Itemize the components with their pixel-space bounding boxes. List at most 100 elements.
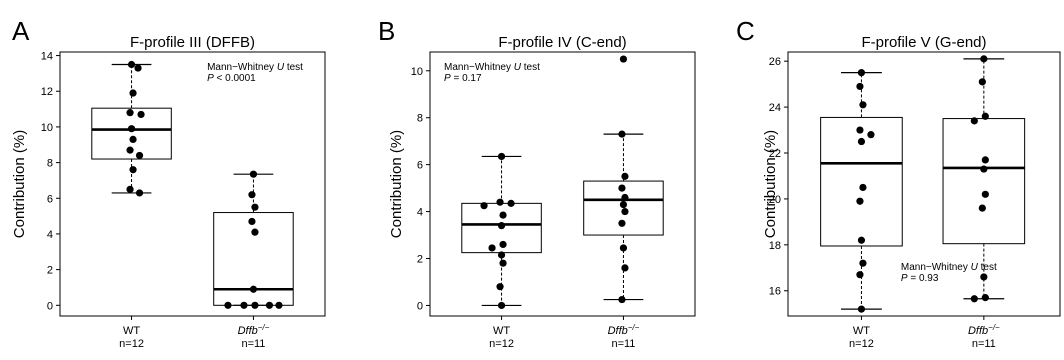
data-point — [251, 228, 259, 236]
data-point — [857, 236, 866, 244]
data-point — [980, 273, 988, 281]
data-point — [126, 185, 134, 193]
y-axis-label: Contribution (%) — [388, 130, 405, 238]
box — [583, 180, 664, 236]
n-label: n=11 — [241, 338, 265, 350]
data-point — [127, 125, 136, 133]
x-category-label: WT — [493, 325, 510, 337]
y-axis-label: Contribution (%) — [11, 130, 28, 238]
y-axis-label: Contribution (%) — [762, 130, 779, 238]
data-point — [859, 259, 867, 267]
data-point — [619, 200, 628, 209]
panel-title: F-profile III (DFFB) — [130, 34, 255, 51]
data-point — [980, 165, 988, 173]
group-wt: WTn=12 — [461, 152, 542, 350]
data-point — [856, 197, 864, 205]
data-point — [126, 146, 134, 154]
y-tick-label: 0 — [47, 300, 53, 312]
data-point — [497, 152, 506, 161]
data-point — [488, 244, 496, 252]
data-point — [499, 211, 507, 219]
n-label: n=12 — [849, 338, 874, 350]
y-tick-label: 4 — [417, 207, 423, 219]
y-tick-label: 20 — [769, 194, 781, 206]
panel-c: C F-profile V (G-end) Contribution (%) 16 18… — [736, 16, 1061, 350]
data-point — [970, 117, 978, 125]
group-wt: WTn=12 — [820, 69, 903, 350]
panel-label: C — [736, 16, 755, 46]
data-point — [980, 55, 988, 63]
data-point — [621, 172, 629, 180]
data-point — [618, 130, 626, 138]
data-point — [129, 135, 137, 144]
panel-label: B — [378, 16, 395, 46]
data-point — [856, 271, 864, 279]
data-point — [618, 295, 626, 304]
plot-frame — [429, 51, 696, 317]
test-name: Mann−Whitney U test — [444, 62, 540, 73]
data-point — [249, 285, 258, 293]
data-point — [135, 151, 144, 160]
data-point — [619, 55, 628, 63]
data-point — [859, 101, 867, 109]
y-tick-label: 8 — [417, 113, 423, 125]
data-point — [126, 109, 134, 117]
panel-b: B F-profile IV (C-end) Contribution (%) 0 2 4… — [378, 16, 696, 350]
panel-title: F-profile IV (C-end) — [498, 34, 626, 51]
data-point — [499, 259, 507, 267]
data-point — [497, 301, 506, 310]
data-point — [496, 198, 504, 206]
data-point — [249, 170, 258, 178]
data-point — [857, 137, 866, 146]
y-tick-label: 24 — [769, 102, 781, 114]
x-category-label: Dffb−/− — [608, 323, 640, 338]
data-point — [134, 64, 142, 72]
data-point — [275, 301, 283, 309]
data-point — [248, 191, 256, 199]
y-tick-label: 2 — [417, 254, 423, 266]
data-point — [480, 202, 488, 210]
data-point — [619, 244, 628, 252]
data-point — [127, 60, 136, 69]
data-point — [856, 126, 864, 134]
box — [91, 107, 172, 160]
data-point — [857, 69, 866, 77]
y-tick-label: 12 — [41, 86, 53, 98]
x-category-label: WT — [853, 325, 870, 337]
y-tick-label: 8 — [47, 158, 53, 170]
data-point — [618, 184, 626, 192]
data-point — [507, 199, 515, 207]
data-point — [496, 283, 504, 291]
data-point — [621, 193, 629, 202]
panel-a: A F-profile III (DFFB) Contribution (%) 0 2 4… — [11, 16, 326, 350]
data-point — [857, 305, 866, 313]
n-label: n=12 — [489, 338, 514, 350]
data-point — [129, 89, 137, 97]
n-label: n=11 — [611, 338, 635, 350]
y-tick-label: 2 — [47, 265, 53, 277]
n-label: n=11 — [972, 338, 996, 350]
data-point — [621, 264, 629, 272]
p-value: P < 0.0001 — [207, 73, 256, 84]
plot-frame — [59, 51, 326, 317]
box — [942, 118, 1026, 245]
y-tick-label: 6 — [47, 193, 53, 205]
data-point — [978, 78, 986, 86]
x-category-label: Dffb−/− — [968, 323, 1000, 338]
data-point — [265, 301, 274, 309]
p-value: P = 0.17 — [444, 73, 482, 84]
y-tick-label: 22 — [769, 148, 781, 160]
group-dffb: Dffb−/−n=11 — [583, 55, 664, 350]
data-point — [978, 204, 986, 212]
n-label: n=12 — [119, 338, 144, 350]
data-point — [621, 207, 629, 216]
data-point — [970, 295, 978, 303]
box — [820, 116, 903, 247]
data-point — [856, 82, 864, 91]
y-tick-label: 0 — [417, 300, 423, 312]
y-tick-label: 10 — [411, 66, 423, 78]
group-dffb: Dffb−/−n=11 — [942, 55, 1026, 350]
